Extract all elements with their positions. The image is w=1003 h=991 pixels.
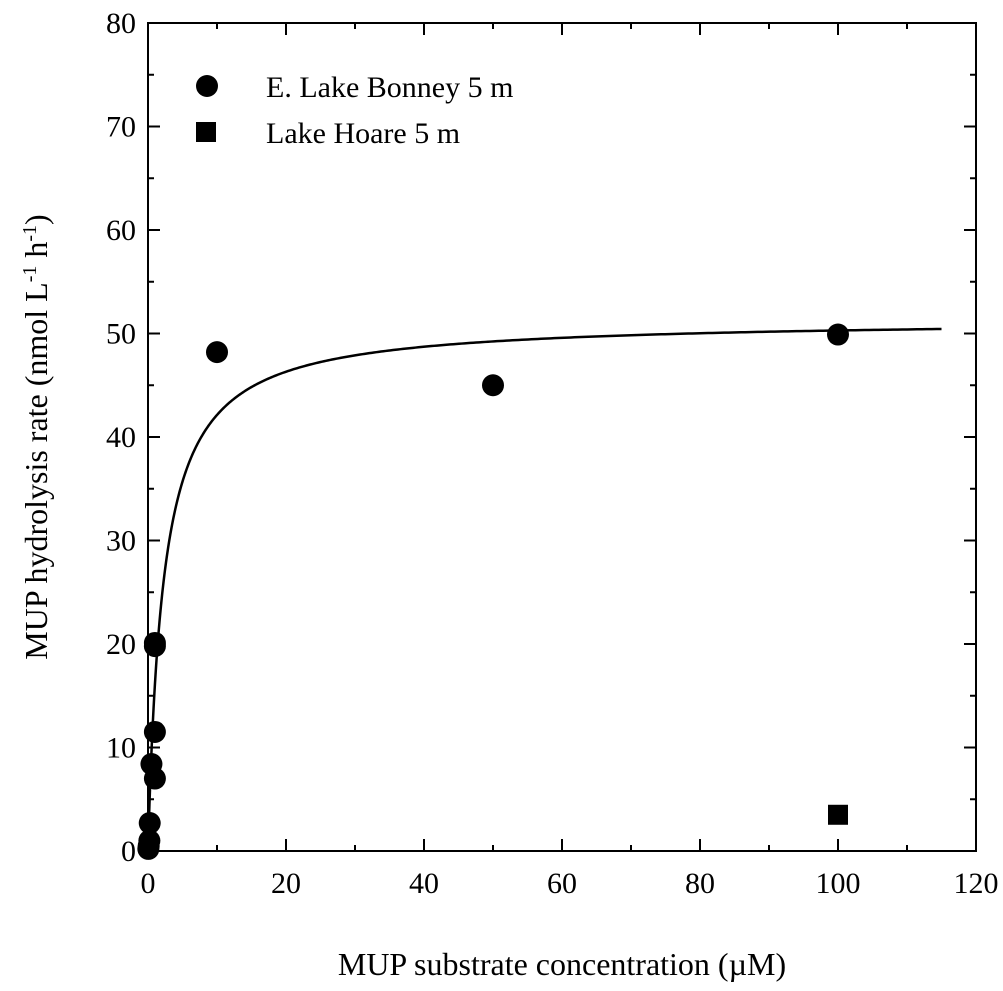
y-tick-label-80: 80 bbox=[106, 7, 136, 40]
data-point-circle-0-10 bbox=[482, 374, 504, 397]
y-tick-label-20: 20 bbox=[106, 628, 136, 661]
x-tick-label-60: 60 bbox=[547, 867, 577, 900]
y-axis-label-end: ) bbox=[18, 214, 54, 225]
fit-curve-layer bbox=[146, 327, 942, 851]
legend: E. Lake Bonney 5 m Lake Hoare 5 m bbox=[196, 71, 513, 150]
y-tick-label-50: 50 bbox=[106, 318, 136, 351]
legend-label-series-1: E. Lake Bonney 5 m bbox=[266, 71, 513, 104]
data-point-circle-0-3 bbox=[138, 812, 161, 835]
x-tick-label-100: 100 bbox=[816, 867, 861, 900]
y-axis-label-sup-2: -1 bbox=[19, 225, 41, 242]
data-point-circle-0-11 bbox=[827, 323, 849, 346]
data-point-circle-0-6 bbox=[143, 720, 166, 743]
y-tick-label-60: 60 bbox=[106, 214, 136, 247]
y-tick-label-0: 0 bbox=[121, 835, 136, 868]
x-tick-label-20: 20 bbox=[271, 867, 301, 900]
y-axis-label-main: MUP hydrolysis rate (nmol L bbox=[18, 282, 54, 659]
data-points-layer bbox=[137, 323, 849, 860]
x-tick-label-40: 40 bbox=[409, 867, 439, 900]
fit-curve bbox=[146, 327, 942, 851]
y-axis-label: MUP hydrolysis rate (nmol L-1 h-1) bbox=[18, 214, 54, 659]
legend-marker-circle bbox=[196, 75, 218, 97]
y-axis-label-sup-1: -1 bbox=[19, 266, 41, 283]
y-axis-label-mid: h bbox=[18, 242, 54, 266]
x-tick-label-0: 0 bbox=[141, 867, 156, 900]
data-point-circle-0-5 bbox=[143, 767, 166, 790]
x-axis-label: MUP substrate concentration (µM) bbox=[338, 946, 786, 982]
data-point-square-1-0 bbox=[828, 804, 848, 825]
y-tick-label-30: 30 bbox=[106, 525, 136, 558]
y-tick-label-10: 10 bbox=[106, 732, 136, 765]
data-point-circle-0-9 bbox=[206, 341, 228, 364]
legend-marker-square bbox=[196, 122, 216, 142]
y-tick-label-70: 70 bbox=[106, 111, 136, 144]
legend-label-series-2: Lake Hoare 5 m bbox=[266, 117, 460, 150]
x-tick-label-80: 80 bbox=[685, 867, 715, 900]
x-tick-label-120: 120 bbox=[954, 867, 999, 900]
y-tick-label-40: 40 bbox=[106, 421, 136, 454]
axis-ticks: 0 20 40 60 80 100 120 0 10 20 30 40 50 60 70 80 bbox=[106, 7, 999, 900]
data-point-circle-0-8 bbox=[143, 631, 166, 654]
data-point-circle-0-2 bbox=[138, 829, 161, 852]
